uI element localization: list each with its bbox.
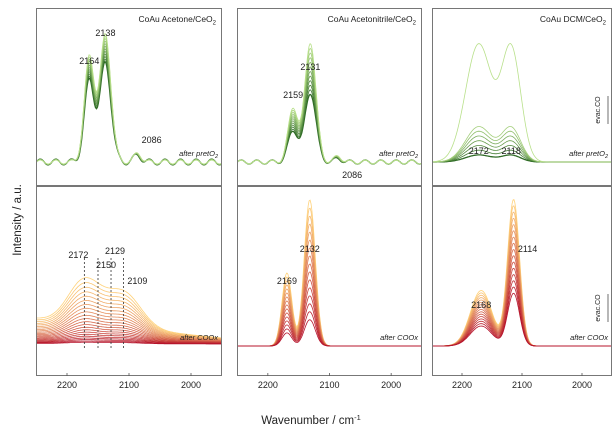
chart-panel-2: CoAu DCM/CeO2 after pretO2 evac.CO 2172 2118: [432, 8, 612, 186]
chart-panel-3: after COOx 2172 2150 2129 2109 2200 2100 2000: [36, 186, 222, 390]
series-line: [238, 47, 421, 165]
x-tick-label: 2200: [452, 380, 472, 390]
series-line: [37, 50, 221, 166]
peak-label: 2169: [277, 276, 297, 286]
peak-label: 2129: [105, 246, 125, 256]
chart-panel-0: CoAu Acetone/CeO2 after pretO2 2164 2138 208…: [36, 8, 222, 186]
chart-panel-1: CoAu Acetonitrile/CeO2 after pretO2 2159 21…: [237, 8, 422, 186]
plot-area: [433, 43, 611, 163]
series-line: [37, 299, 221, 340]
peak-label: 2132: [300, 244, 320, 254]
panel-annotation: after COOx: [180, 333, 218, 342]
panel-frame: [36, 8, 222, 186]
series-line: [37, 45, 221, 165]
series-line: [37, 311, 221, 341]
peak-label: 2164: [79, 56, 99, 66]
series-line: [433, 292, 611, 347]
panel-frame: [237, 8, 422, 186]
peak-label: 2109: [127, 276, 147, 286]
series-line: [238, 207, 421, 347]
peak-label: 2086: [342, 170, 362, 180]
x-tick-label: 2000: [381, 380, 401, 390]
series-line: [238, 43, 421, 165]
series-line: [37, 48, 221, 166]
series-line: [37, 38, 221, 165]
plot-area: [37, 33, 221, 166]
series-line: [37, 43, 221, 165]
series-line: [238, 319, 421, 347]
series-line: [37, 286, 221, 339]
side-label: evac.CO: [595, 96, 602, 124]
x-tick-label: 2100: [319, 380, 339, 390]
peak-label: 2172: [68, 250, 88, 260]
peak-label: 2114: [518, 244, 537, 254]
x-axis-title: Wavenumber / cm-1: [261, 413, 361, 427]
panel-annotation: after COOx: [380, 333, 418, 342]
series-line: [37, 295, 221, 340]
x-tick-label: 2000: [572, 380, 592, 390]
plot-area: [238, 43, 421, 165]
series-line: [37, 314, 221, 341]
peak-label: 2159: [283, 90, 303, 100]
series-line: [37, 329, 221, 343]
x-tick-label: 2000: [181, 380, 201, 390]
x-tick-label: 2100: [512, 380, 532, 390]
series-line: [238, 223, 421, 347]
x-tick-label: 2200: [258, 380, 278, 390]
panel-grid: CoAu Acetone/CeO2 after pretO2 2164 2138 208…: [36, 8, 612, 390]
peak-label: 2138: [95, 28, 115, 38]
panel-annotation: after pretO2: [179, 149, 218, 160]
peak-label: 2172: [469, 146, 489, 156]
peak-label: 2131: [300, 62, 320, 72]
series-line: [37, 35, 221, 165]
panel-frame: [432, 186, 612, 376]
series-line: [238, 215, 421, 347]
panel-frame: [237, 186, 422, 376]
panel-title: CoAu Acetonitrile/CeO2: [328, 14, 417, 27]
series-line: [37, 318, 221, 342]
series-line: [37, 282, 221, 339]
peak-label: 2150: [96, 260, 116, 270]
chart-panel-5: after COOx evac.CO 2168 2114 2200 2100 2000: [432, 186, 612, 390]
panel-annotation: after COOx: [570, 333, 608, 342]
x-tick-label: 2200: [57, 380, 77, 390]
series-line: [238, 199, 421, 347]
panel-annotation: after pretO2: [569, 149, 608, 160]
plot-area: [238, 199, 421, 347]
series-line: [37, 303, 221, 341]
x-tick-label: 2100: [119, 380, 139, 390]
series-line: [238, 52, 421, 165]
plot-area: [433, 199, 611, 347]
y-axis-title: Intensity / a.u.: [12, 184, 24, 256]
peak-label: 2118: [502, 146, 521, 156]
panel-title: CoAu DCM/CeO2: [540, 14, 607, 27]
chart-panel-4: after COOx 2169 2132 2200 2100 2000: [237, 186, 422, 390]
series-line: [37, 341, 221, 345]
series-line: [37, 307, 221, 341]
panel-title: CoAu Acetone/CeO2: [138, 14, 216, 27]
series-line: [238, 239, 421, 347]
series-line: [37, 40, 221, 165]
plot-area: [37, 277, 221, 345]
peak-label: 2168: [471, 300, 491, 310]
series-line: [37, 277, 221, 339]
series-line: [37, 291, 221, 340]
series-line: [238, 247, 421, 347]
panel-annotation: after pretO2: [379, 149, 418, 160]
peak-label: 2086: [142, 135, 162, 145]
series-line: [238, 231, 421, 347]
side-label: evac.CO: [595, 294, 602, 322]
series-line: [37, 33, 221, 165]
series-line: [433, 43, 611, 163]
